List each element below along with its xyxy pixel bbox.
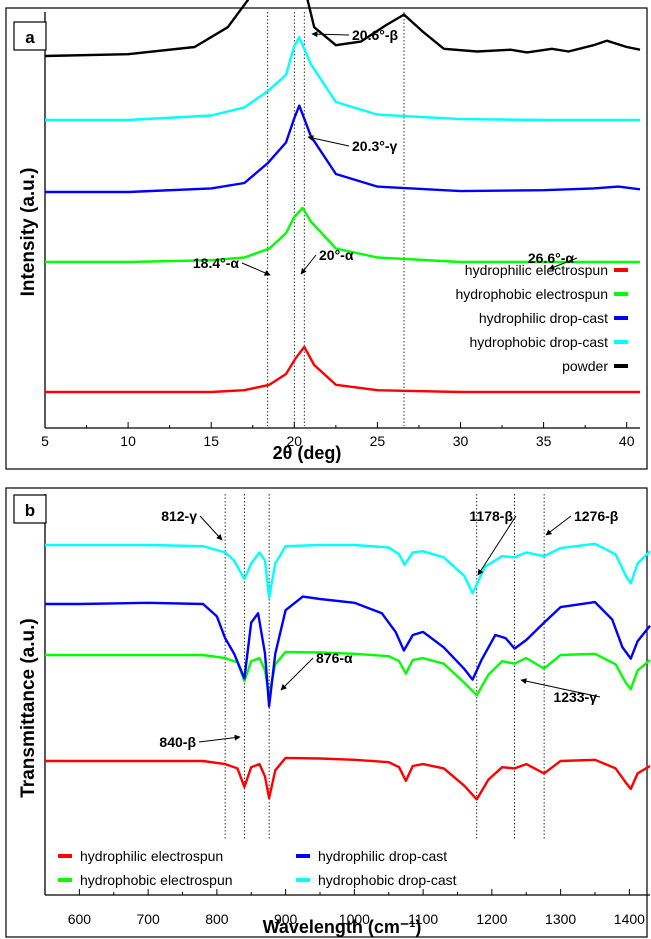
- panel-a-legend-label-powder: powder: [562, 358, 608, 374]
- panel-b-series-hydrophilic-drop-cast: [45, 595, 651, 708]
- panel-a-x-tick-label: 5: [41, 433, 49, 449]
- panel-b-label: b: [25, 501, 35, 520]
- panel-b-x-tick-label: 800: [205, 911, 229, 927]
- panel-b-x-tick-label: 900: [274, 911, 298, 927]
- panel-b-x-tick-label: 1000: [339, 911, 370, 927]
- panel-a-annotation-18-4: 18.4°-α: [193, 255, 240, 271]
- panel-a-x-tick-label: 25: [370, 433, 386, 449]
- panel-b-x-tick-label: 1200: [476, 911, 507, 927]
- panel-a-annotation-arrow: [307, 135, 350, 147]
- panel-a-annotation-arrow: [241, 262, 271, 276]
- panel-b-annotation-876: 876-α: [316, 650, 353, 666]
- panel-b-border: [5, 487, 648, 938]
- panel-b-legend-label-hydrophilic-drop-cast: hydrophilic drop-cast: [318, 848, 447, 864]
- panel-a-x-tick-label: 20: [287, 433, 303, 449]
- panel-a-label-box: [13, 21, 47, 51]
- panel-a-xlabel: 2θ (deg): [273, 443, 342, 463]
- panel-a-legend-label-hydrophobic-drop-cast: hydrophobic drop-cast: [469, 334, 608, 350]
- panel-b-annotation-arrow: [198, 734, 241, 743]
- panel-b-annotation-840: 840-β: [159, 734, 196, 750]
- panel-b-x-tick-label: 1300: [545, 911, 576, 927]
- panel-b-x-tick-label: 1100: [408, 911, 438, 927]
- panel-a-plot: 5 10 15 20 25 30 35 40 hydrophilic electrospun hy…: [41, 0, 641, 449]
- panel-b-annotation-arrow: [280, 657, 314, 691]
- panel-a-series-hydrophobic-electrospun: [45, 206, 640, 264]
- panel-b-x-tick-label: 1400: [614, 911, 645, 927]
- panel-b-legend-label-hydrophobic-electrospun: hydrophobic electrospun: [80, 872, 233, 888]
- panel-b-xlabel: Wavelength (cm⁻¹): [263, 917, 422, 937]
- panel-a-border: [5, 7, 648, 470]
- panel-b-x-tick-label: 700: [136, 911, 160, 927]
- panel-b-annotation-1276: 1276-β: [574, 508, 619, 524]
- panel-b-plot: 600 700 800 900 1000 1100 1200 1300 1400 hydrophi…: [44, 494, 651, 927]
- panel-a-legend-label-hydrophobic-electrospun: hydrophobic electrospun: [455, 286, 608, 302]
- panel-a-annotation-20: 20°-α: [319, 247, 354, 263]
- panel-b-x-tick-label: 600: [68, 911, 92, 927]
- panel-b-annotation-arrow: [199, 515, 223, 541]
- panel-a-legend-label-hydrophilic-drop-cast: hydrophilic drop-cast: [479, 310, 608, 326]
- panel-b-ylabel: Transmittance (a.u.): [18, 618, 39, 798]
- panel-a-series-hydrophilic-electrospun: [45, 345, 640, 394]
- panel-a-annotation-20-6: 20.6°-β: [352, 27, 399, 43]
- panel-b-series-hydrophobic-drop-cast: [45, 542, 651, 599]
- panel-a-series-powder: [44, 0, 641, 58]
- panel-a-annotation-arrow: [300, 254, 317, 275]
- panel-a-legend-label-hydrophilic-electrospun: hydrophilic electrospun: [465, 262, 608, 278]
- panel-a-x-tick-label: 30: [453, 433, 469, 449]
- panel-b-annotation-1233: 1233-γ: [553, 689, 597, 705]
- panel-a-annotation-arrow: [311, 31, 350, 38]
- panel-a-ylabel: Intensity (a.u.): [18, 168, 39, 297]
- panel-b-series-hydrophilic-electrospun: [45, 756, 651, 801]
- panel-a-annotation-26-6: 26.6°-α: [528, 250, 575, 266]
- panel-b-annotation-1178: 1178-β: [469, 508, 513, 524]
- panel-a-annotation-20-3: 20.3°-γ: [352, 138, 398, 154]
- panel-b-annotation-arrow: [545, 515, 572, 536]
- panel-b-legend-label-hydrophobic-drop-cast: hydrophobic drop-cast: [318, 872, 457, 888]
- panel-a-annotation-arrow: [548, 257, 578, 270]
- panel-b-legend-label-hydrophilic-electrospun: hydrophilic electrospun: [80, 848, 223, 864]
- panel-a-x-tick-label: 35: [536, 433, 552, 449]
- panel-b-annotation-arrow: [477, 515, 517, 576]
- panel-a-series-hydrophobic-drop-cast: [45, 36, 640, 122]
- panel-b-label-box: [13, 494, 47, 524]
- panel-a-series-hydrophilic-drop-cast: [45, 104, 641, 194]
- panel-a-x-tick-label: 40: [619, 433, 635, 449]
- panel-a-x-tick-label: 10: [120, 433, 136, 449]
- panel-a-label: a: [25, 28, 35, 47]
- panel-b-annotation-arrow: [520, 678, 601, 698]
- panel-b-annotation-812: 812-γ: [161, 508, 197, 524]
- panel-a-x-tick-label: 15: [203, 433, 219, 449]
